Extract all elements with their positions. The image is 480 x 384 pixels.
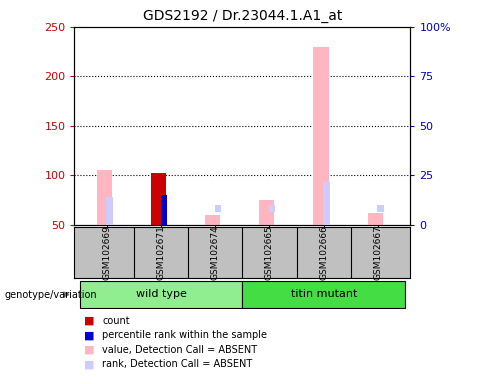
Bar	[107, 197, 113, 225]
Bar	[323, 182, 330, 225]
Text: GSM102671: GSM102671	[156, 225, 166, 280]
Text: wild type: wild type	[136, 289, 187, 300]
Text: ■: ■	[84, 345, 95, 355]
Bar	[161, 195, 167, 225]
Title: GDS2192 / Dr.23044.1.A1_at: GDS2192 / Dr.23044.1.A1_at	[143, 9, 342, 23]
Bar	[96, 170, 112, 225]
Bar	[242, 281, 405, 308]
Text: genotype/variation: genotype/variation	[5, 290, 97, 300]
Bar	[269, 205, 276, 212]
Text: ■: ■	[84, 330, 95, 340]
Bar	[259, 200, 275, 225]
Text: value, Detection Call = ABSENT: value, Detection Call = ABSENT	[102, 345, 257, 355]
Text: GSM102667: GSM102667	[373, 225, 383, 280]
Text: GSM102674: GSM102674	[211, 225, 220, 280]
Text: ■: ■	[84, 316, 95, 326]
Text: ■: ■	[84, 359, 95, 369]
Text: count: count	[102, 316, 130, 326]
Text: GSM102669: GSM102669	[102, 225, 111, 280]
Bar	[313, 47, 329, 225]
Bar	[215, 205, 221, 212]
Text: GSM102665: GSM102665	[265, 225, 274, 280]
Bar	[377, 205, 384, 212]
Text: titin mutant: titin mutant	[290, 289, 357, 300]
Text: GSM102666: GSM102666	[319, 225, 328, 280]
Bar	[205, 215, 220, 225]
Bar	[151, 173, 166, 225]
Text: percentile rank within the sample: percentile rank within the sample	[102, 330, 267, 340]
Bar	[80, 281, 242, 308]
Bar	[368, 213, 383, 225]
Text: rank, Detection Call = ABSENT: rank, Detection Call = ABSENT	[102, 359, 252, 369]
